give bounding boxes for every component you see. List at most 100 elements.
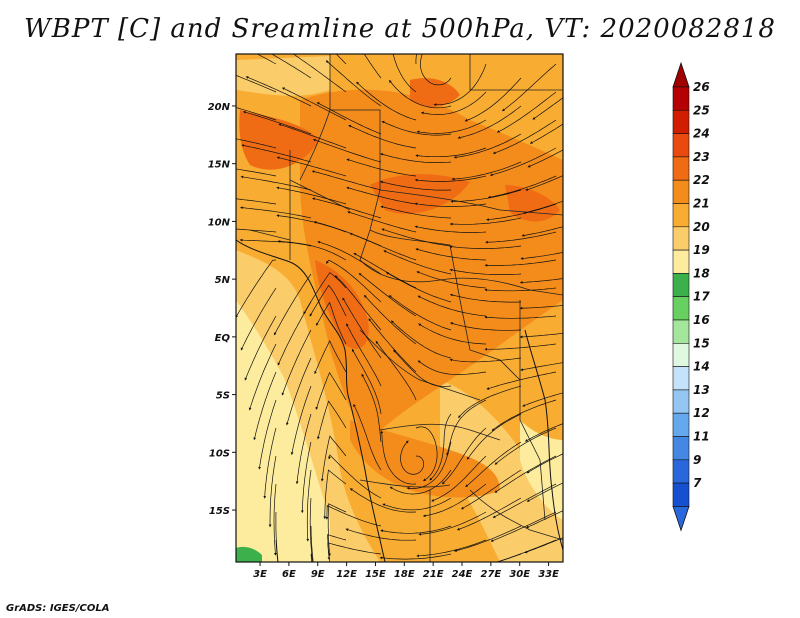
streamline — [276, 156, 347, 177]
longitude-axis: 3E 6E 9E 12E 15E 18E 21E 24E 27E 30E 33E — [253, 562, 559, 580]
streamline — [519, 278, 563, 284]
streamline — [325, 60, 382, 107]
streamline — [417, 295, 487, 317]
streamline — [273, 273, 312, 336]
streamline — [524, 423, 563, 442]
colorbar-swatch — [672, 203, 690, 228]
colorbar-label: 15 — [693, 336, 710, 350]
streamline — [484, 315, 557, 319]
colorbar-label: 7 — [693, 476, 702, 490]
streamline — [317, 240, 382, 275]
streamline — [431, 455, 487, 502]
streamline — [385, 272, 452, 303]
lat-label: 10S — [209, 448, 230, 459]
streamline — [489, 147, 557, 177]
streamline — [263, 427, 277, 499]
streamline — [532, 97, 563, 120]
colorbar-label: 23 — [693, 150, 710, 164]
streamline — [522, 392, 563, 407]
streamline — [492, 483, 557, 518]
lon-label: 3E — [253, 569, 267, 580]
streamline — [484, 259, 557, 267]
colorbar-swatch — [672, 226, 690, 251]
streamline — [414, 202, 487, 207]
lon-label: 15E — [365, 569, 386, 580]
colorbar: 26 25 24 23 22 21 20 19 18 17 16 15 14 13 12 11 9 7 — [672, 61, 710, 532]
streamlines — [236, 54, 563, 562]
colorbar-label: 18 — [693, 266, 710, 280]
streamline — [306, 469, 312, 542]
streamline — [393, 349, 452, 387]
lon-label: 6E — [282, 569, 296, 580]
latitude-axis: 20N 15N 10N 5N EQ 5S 10S 15S — [208, 102, 236, 517]
lat-label: 15S — [209, 506, 230, 517]
colorbar-label: 20 — [693, 220, 710, 234]
streamline — [389, 469, 452, 495]
colorbar-label: 22 — [693, 173, 710, 187]
lon-label: 9E — [311, 569, 325, 580]
colorbar-swatch — [672, 110, 690, 134]
streamline — [415, 248, 487, 261]
streamline — [236, 168, 277, 177]
streamline — [383, 250, 452, 275]
streamline — [494, 455, 557, 493]
colorbar-swatch — [672, 249, 690, 274]
streamline — [422, 483, 487, 518]
streamline — [492, 119, 557, 155]
streamline — [334, 275, 382, 331]
streamline — [457, 105, 522, 139]
streamline — [406, 441, 452, 490]
streamline — [526, 482, 563, 502]
streamline — [415, 147, 487, 158]
streamline — [236, 259, 277, 318]
colorbar-label: 25 — [693, 103, 710, 117]
streamline — [414, 225, 487, 233]
streamline — [418, 323, 487, 345]
streamline — [380, 153, 452, 163]
streamline — [309, 284, 347, 317]
streamline — [281, 87, 347, 121]
coastline — [236, 239, 563, 562]
streamline — [292, 54, 347, 93]
streamline — [345, 528, 417, 541]
colorbar-label: 14 — [693, 360, 710, 374]
streamline — [311, 170, 382, 191]
streamline — [309, 497, 313, 562]
streamline — [388, 295, 452, 331]
credit-text: GrADS: IGES/COLA — [6, 603, 110, 614]
streamline — [484, 287, 557, 292]
streamline — [415, 426, 438, 482]
colorbar-swatch — [672, 319, 690, 344]
streamline — [390, 320, 452, 359]
streamline — [382, 497, 452, 511]
streamline — [491, 399, 557, 431]
lat-label: 5N — [215, 275, 231, 286]
streamline — [256, 54, 277, 65]
lon-label: 33E — [538, 569, 559, 580]
streamline — [277, 301, 312, 366]
streamline — [325, 505, 382, 527]
streamline — [244, 315, 277, 381]
streamline — [277, 239, 347, 261]
lat-label: 20N — [208, 102, 231, 113]
lon-label: 24E — [452, 569, 473, 580]
streamline — [326, 259, 382, 303]
chart-title: WBPT [C] and Sreamline at 500hPa, VT: 20… — [24, 14, 776, 44]
colorbar-swatch — [672, 342, 690, 367]
streamline — [521, 226, 563, 237]
streamline — [240, 287, 277, 351]
streamline — [496, 553, 522, 562]
streamline — [446, 399, 487, 456]
streamline — [520, 362, 563, 372]
streamline — [271, 54, 312, 79]
streamline — [286, 357, 312, 426]
lat-label: 5S — [216, 391, 230, 402]
streamline — [358, 273, 417, 317]
streamline — [253, 371, 277, 441]
streamline — [335, 54, 347, 65]
streamline — [316, 301, 347, 345]
streamline — [460, 469, 522, 510]
streamline — [414, 175, 487, 182]
streamline — [351, 348, 382, 415]
